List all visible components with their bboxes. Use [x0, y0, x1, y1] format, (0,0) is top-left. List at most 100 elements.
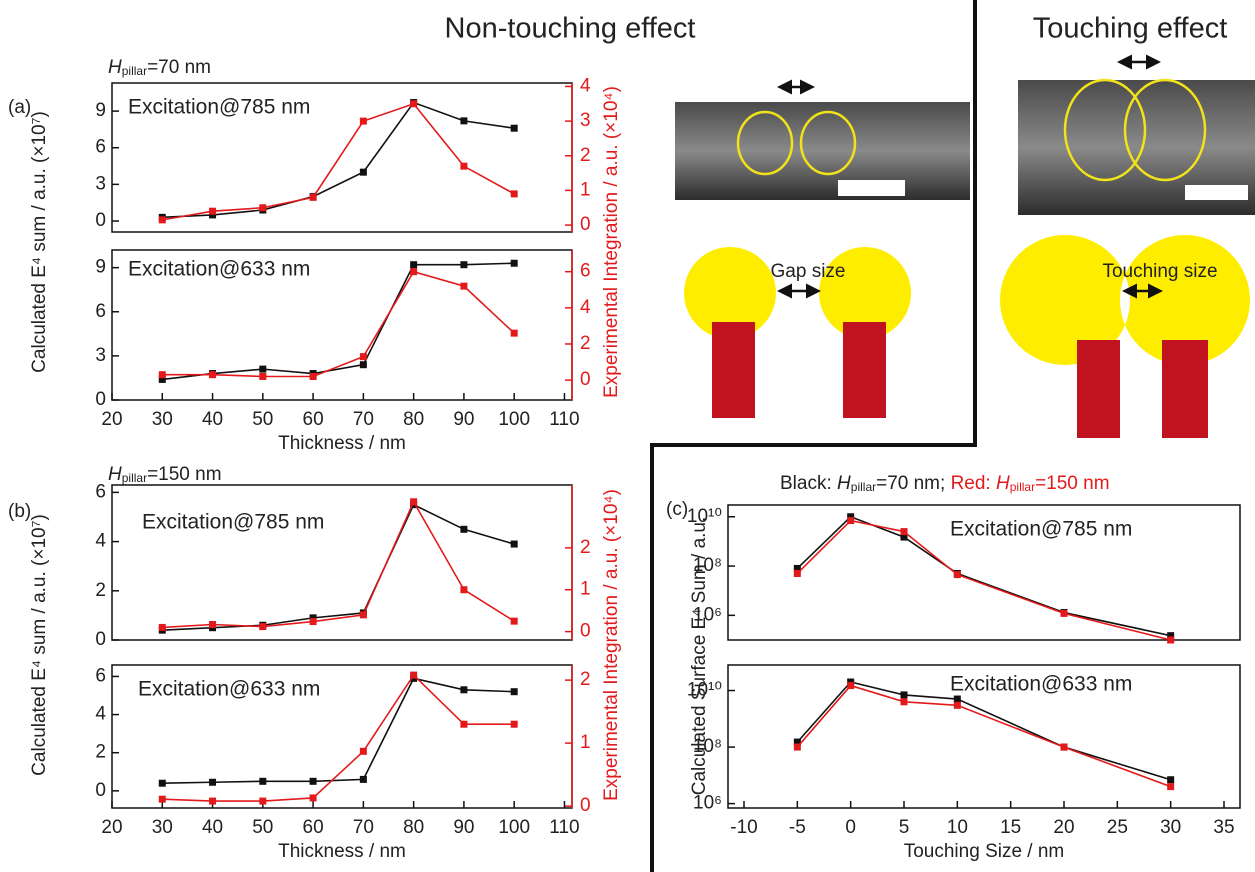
y-tick-label: 3: [95, 345, 106, 366]
x-tick-label: 30: [152, 817, 173, 838]
x-tick-label: 0: [845, 817, 856, 838]
x-axis-title: Touching Size / nm: [904, 841, 1065, 862]
annotation: Gap size: [771, 261, 846, 282]
data-point: [359, 775, 367, 783]
data-point: [309, 777, 317, 785]
data-point: [410, 671, 418, 679]
header-part: H: [996, 473, 1010, 494]
data-point: [510, 190, 518, 198]
x-tick-label: 100: [498, 409, 530, 430]
data-point: [259, 797, 267, 805]
x-axis-title: Thickness / nm: [278, 433, 406, 454]
x-tick-label: 70: [353, 817, 374, 838]
data-point: [510, 124, 518, 132]
plot-frame: [727, 664, 1241, 809]
data-point: [259, 373, 267, 381]
data-point: [460, 261, 468, 269]
data-point: [359, 611, 367, 619]
data-point: [158, 371, 166, 379]
annotation: Excitation@633 nm: [138, 678, 320, 701]
y-tick-label: 4: [95, 531, 106, 552]
data-point: [209, 371, 217, 379]
y-tick-label: 9: [95, 257, 106, 278]
data-point: [900, 528, 908, 536]
data-point: [259, 777, 267, 785]
data-point: [460, 720, 468, 728]
data-point: [158, 795, 166, 803]
series-line: [796, 515, 1171, 637]
data-point: [1060, 743, 1068, 751]
data-point: [847, 513, 855, 521]
header-part: =70 nm;: [876, 473, 950, 494]
y-tick-label: 10⁸: [693, 736, 722, 757]
x-tick-label: 25: [1107, 817, 1128, 838]
series-line: [796, 519, 1171, 641]
data-point: [259, 365, 267, 373]
annotation: Excitation@633 nm: [950, 673, 1132, 696]
data-point: [1167, 783, 1175, 791]
header-part: pillar: [851, 480, 876, 494]
series-line: [162, 677, 515, 785]
annotation: Excitation@785 nm: [950, 518, 1132, 541]
header-part: Black:: [780, 473, 837, 494]
y-tick-label: 10⁶: [693, 604, 722, 625]
data-point: [793, 564, 801, 572]
data-point: [209, 211, 217, 219]
data-point: [158, 216, 166, 224]
y2-tick-label: 3: [580, 110, 591, 131]
series-line: [162, 673, 515, 802]
data-point: [460, 162, 468, 170]
data-point: [209, 778, 217, 786]
series-line: [162, 262, 515, 381]
data-point: [510, 259, 518, 267]
data-point: [847, 678, 855, 686]
y2-tick-label: 0: [580, 795, 591, 816]
y2-tick-label: 4: [580, 75, 591, 96]
y-axis-title: Calculated Surface E⁴ Sum / a.u.: [689, 517, 710, 796]
header-part: pillar: [122, 64, 147, 78]
series-line: [162, 499, 515, 629]
data-point: [900, 698, 908, 706]
x-tick-label: 40: [202, 409, 223, 430]
schematic: [684, 247, 911, 418]
data-point: [510, 720, 518, 728]
x-tick-label: 110: [549, 817, 579, 838]
data-point: [309, 193, 317, 201]
data-point: [847, 517, 855, 525]
header-part: pillar: [1010, 480, 1035, 494]
y-tick-label: 6: [95, 665, 106, 686]
x-tick-label: 90: [453, 409, 474, 430]
x-tick-label: 20: [101, 409, 122, 430]
y2-tick-label: 1: [580, 179, 591, 200]
series-line: [796, 681, 1171, 781]
panel-header: Hpillar=70 nm: [108, 57, 211, 78]
data-point: [460, 686, 468, 694]
data-point: [460, 586, 468, 594]
y-tick-label: 6: [95, 481, 106, 502]
x-tick-label: -5: [789, 817, 806, 838]
data-point: [359, 361, 367, 369]
x-tick-label: 80: [403, 409, 424, 430]
series-line: [162, 102, 515, 221]
data-point: [158, 779, 166, 787]
data-point: [359, 353, 367, 361]
y-tick-label: 10⁸: [693, 555, 722, 576]
x-tick-label: 5: [899, 817, 910, 838]
data-point: [158, 375, 166, 383]
sem-image: [675, 79, 970, 200]
data-point: [309, 373, 317, 381]
sem-image: [1018, 54, 1255, 215]
data-point: [209, 207, 217, 215]
header-part: =150 nm: [1035, 473, 1109, 494]
x-tick-label: 60: [303, 817, 324, 838]
x-tick-label: 60: [303, 409, 324, 430]
data-point: [793, 569, 801, 577]
y2-tick-label: 0: [580, 369, 591, 390]
data-point: [1167, 632, 1175, 640]
data-point: [847, 682, 855, 690]
data-point: [309, 794, 317, 802]
data-point: [460, 525, 468, 533]
y-tick-label: 4: [95, 704, 106, 725]
y2-tick-label: 2: [580, 145, 591, 166]
data-point: [309, 618, 317, 626]
